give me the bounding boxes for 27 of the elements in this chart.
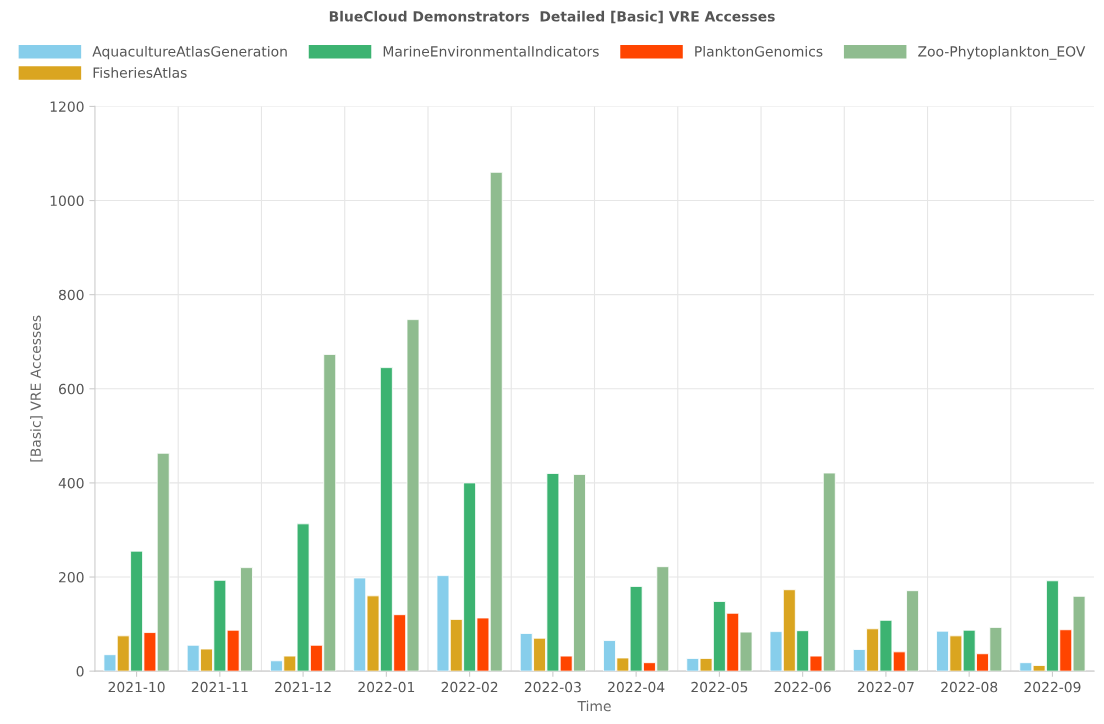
y-tick-label: 600 [58, 383, 84, 395]
x-tick-label: 2021-12 [275, 681, 331, 693]
x-tick-label: 2022-03 [524, 681, 581, 693]
y-tick-label: 1000 [50, 195, 84, 207]
x-tick-label: 2022-02 [441, 681, 498, 693]
legend-label: AquacultureAtlasGeneration [92, 45, 287, 60]
x-axis-title: Time [577, 700, 611, 712]
y-axis-title: [Basic] VRE Accesses [30, 315, 43, 462]
legend-label: MarineEnvironmentalIndicators [383, 45, 599, 57]
y-tick-label: 800 [58, 289, 84, 301]
x-tick-label: 2021-10 [108, 681, 165, 693]
x-tick-label: 2022-07 [857, 681, 914, 693]
x-tick-label: 2022-01 [358, 681, 415, 693]
y-tick-label: 0 [76, 666, 84, 677]
legend-label: Zoo-Phytoplankton_EOV [918, 45, 1086, 60]
legend-label: PlanktonGenomics [695, 45, 823, 57]
x-tick-label: 2022-04 [608, 681, 665, 693]
y-tick-label: 200 [59, 572, 84, 583]
x-tick-label: 2022-06 [774, 681, 831, 693]
x-tick-label: 2022-05 [691, 681, 748, 693]
x-tick-label: 2022-09 [1024, 681, 1081, 693]
chart-title: BlueCloud Demonstrators Detailed [Basic] VRE Accesses [329, 10, 775, 24]
x-tick-label: 2022-08 [941, 681, 998, 693]
x-tick-label: 2021-11 [191, 681, 248, 693]
y-tick-label: 1200 [50, 101, 84, 112]
legend-label: FisheriesAtlas [93, 67, 187, 78]
y-tick-label: 400 [58, 477, 84, 489]
